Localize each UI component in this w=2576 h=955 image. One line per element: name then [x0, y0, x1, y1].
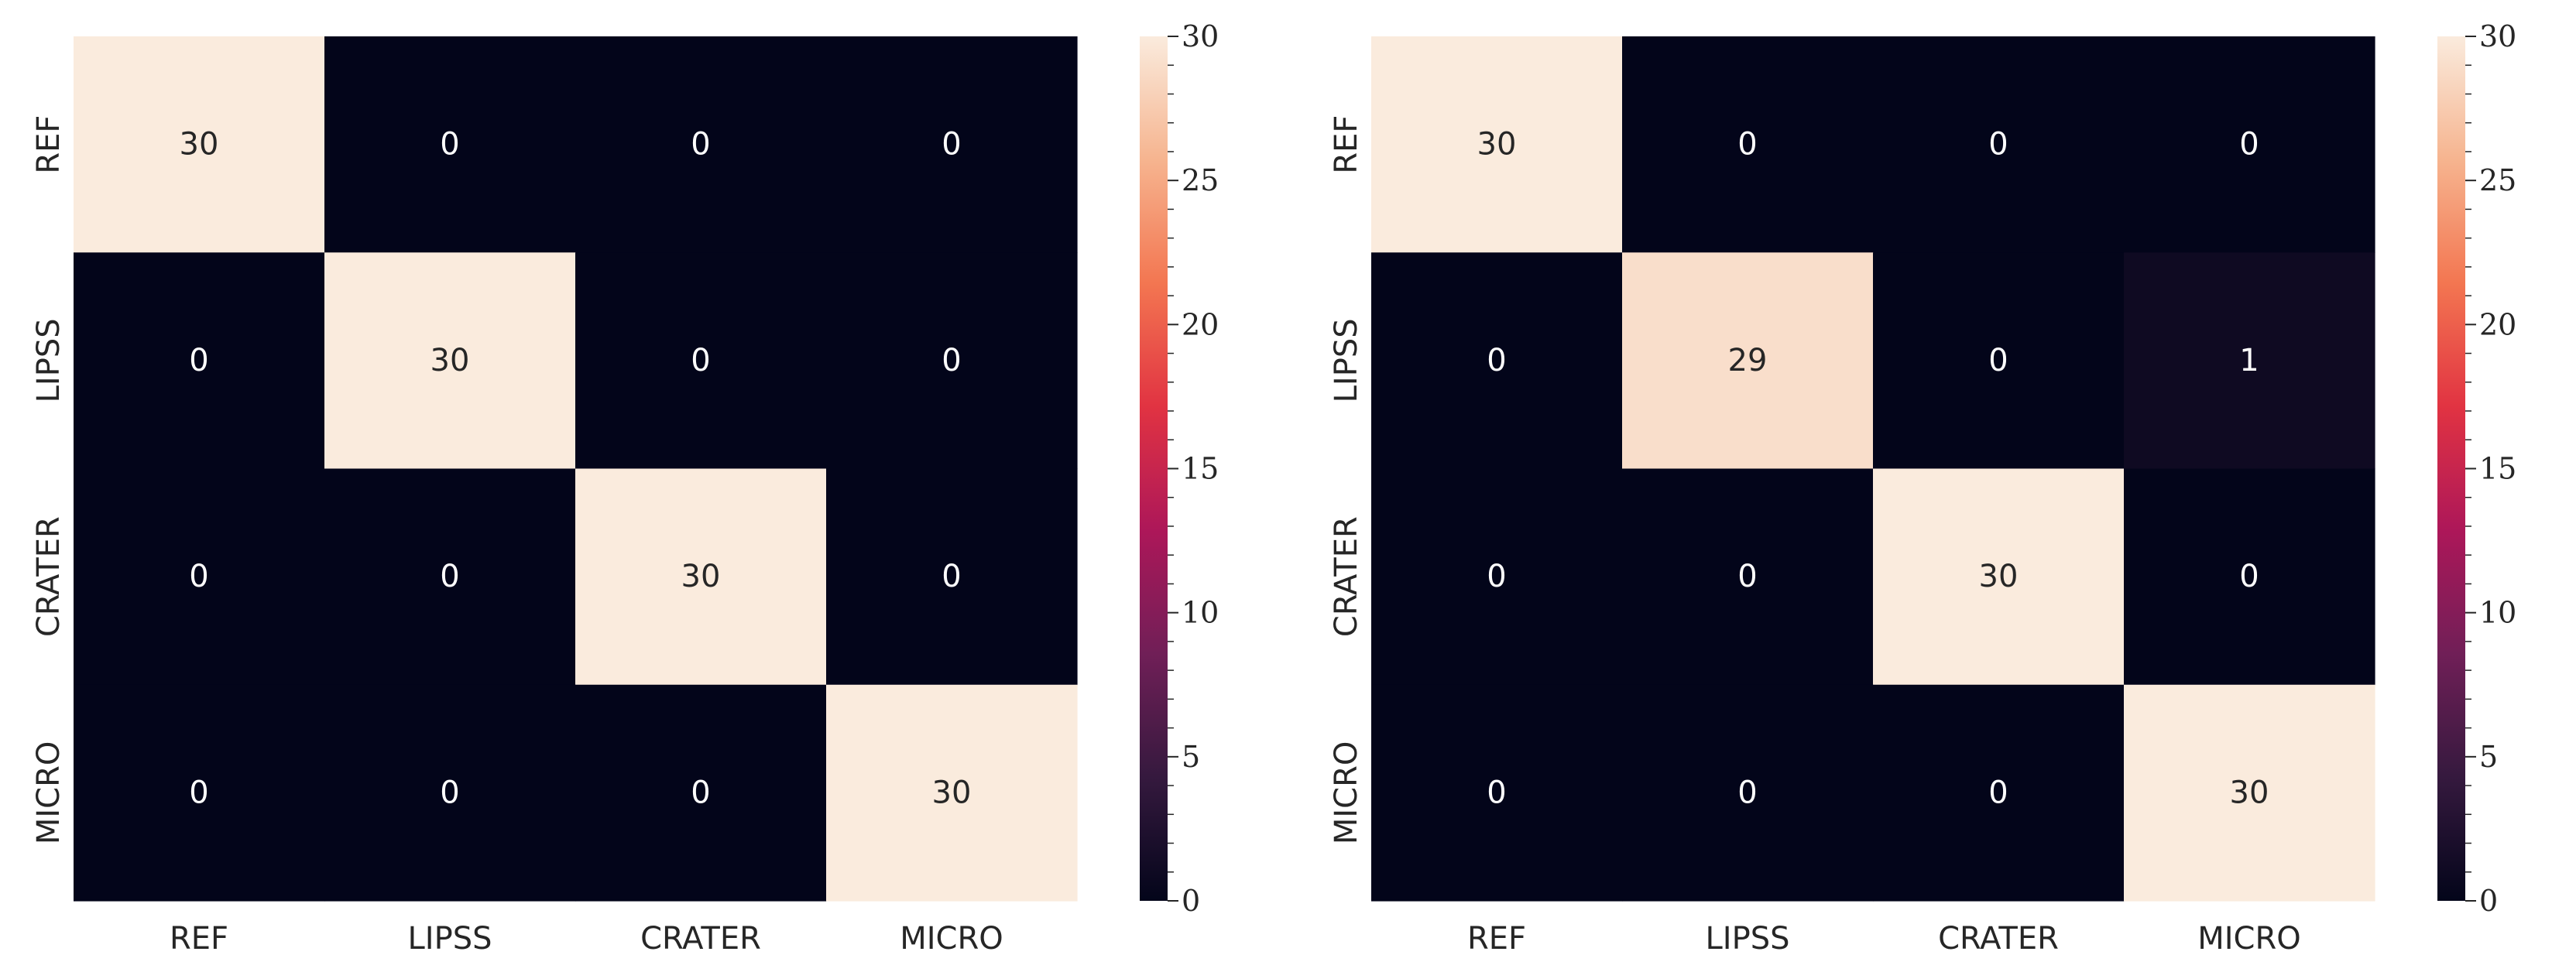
y-tick-label: LIPSS [1329, 318, 1364, 402]
colorbar-tick-label: 30 [1182, 19, 1219, 53]
x-tick-label: MICRO [2197, 921, 2301, 955]
y-tick-label: REF [31, 115, 67, 174]
heatmap-cell-r3-c0 [74, 684, 325, 902]
heatmap-cell-r2-c1 [324, 468, 576, 686]
cell-value-label: 0 [1487, 775, 1506, 810]
heatmap-cell-r2-c1 [1622, 468, 1874, 686]
y-tick-label: REF [1329, 115, 1364, 174]
cell-value-label: 0 [1487, 559, 1506, 594]
cell-value-label: 30 [1979, 559, 2019, 594]
colorbar-tick-label: 10 [1182, 596, 1219, 630]
y-tick-label: CRATER [31, 516, 67, 637]
heatmap-cell-r0-c3 [826, 36, 1078, 253]
cell-value-label: 30 [180, 127, 219, 163]
heatmap-cell-r3-c1 [1622, 684, 1874, 902]
x-tick-label: CRATER [640, 921, 761, 955]
y-tick-label: CRATER [1329, 516, 1364, 637]
confusion-matrix-left: 30 0 0 0 0 30 0 0 0 0 30 0 0 0 0 30 REF LIPSS CRATER MICRO R… [31, 19, 1219, 955]
heatmap-cell-r2-c0 [74, 468, 325, 686]
colorbar-tick-label: 15 [2479, 452, 2516, 486]
colorbar-tick-label: 20 [1182, 307, 1219, 341]
cell-value-label: 0 [189, 343, 208, 378]
heatmap-cell-r1-c3 [2124, 252, 2375, 470]
heatmap-cell-r2-c0 [1371, 468, 1623, 686]
x-tick-label: REF [1467, 921, 1526, 955]
colorbar-tick-label: 25 [1182, 163, 1219, 197]
colorbar-tick-label: 0 [2479, 884, 2498, 918]
colorbar [1140, 36, 1168, 901]
colorbar-tick-label: 0 [1182, 884, 1200, 918]
cell-value-label: 0 [189, 775, 208, 810]
heatmap-cell-r0-c0 [1371, 36, 1623, 253]
cell-value-label: 30 [430, 343, 470, 378]
cell-value-label: 0 [691, 127, 710, 163]
cell-value-label: 0 [440, 559, 459, 594]
heatmap-cell-r3-c2 [1873, 684, 2125, 902]
heatmap-cell-r0-c0 [74, 36, 325, 253]
heatmap-cell-r3-c3 [2124, 684, 2375, 902]
colorbar [2437, 36, 2465, 901]
heatmap-cell-r1-c0 [74, 252, 325, 470]
colorbar-tick-label: 25 [2479, 163, 2516, 197]
cell-value-label: 0 [440, 775, 459, 810]
heatmap-cell-r0-c1 [324, 36, 576, 253]
heatmap-cell-r3-c0 [1371, 684, 1623, 902]
cell-value-label: 0 [1737, 127, 1757, 163]
cell-value-label: 30 [2230, 775, 2269, 810]
heatmap-cell-r1-c2 [1873, 252, 2125, 470]
heatmap-cell-r3-c3 [826, 684, 1078, 902]
cell-value-label: 0 [942, 559, 961, 594]
colorbar-tick-label: 20 [2479, 307, 2516, 341]
heatmap-cell-r1-c1 [1622, 252, 1874, 470]
colorbar-tick-label: 10 [2479, 596, 2516, 630]
cell-value-label: 0 [691, 343, 710, 378]
x-tick-label: REF [170, 921, 228, 955]
cell-value-label: 1 [2239, 343, 2259, 378]
heatmap-cell-r1-c0 [1371, 252, 1623, 470]
heatmap-cell-r2-c2 [575, 468, 827, 686]
heatmap-cell-r0-c1 [1622, 36, 1874, 253]
cell-value-label: 0 [440, 127, 459, 163]
colorbar-tick-label: 30 [2479, 19, 2516, 53]
cell-value-label: 0 [1487, 343, 1506, 378]
cell-value-label: 0 [1737, 775, 1757, 810]
heatmap-cell-r1-c2 [575, 252, 827, 470]
y-tick-label: MICRO [31, 741, 67, 845]
heatmap-cell-r2-c2 [1873, 468, 2125, 686]
cell-value-label: 0 [189, 559, 208, 594]
heatmap-cell-r0-c2 [575, 36, 827, 253]
x-tick-label: CRATER [1938, 921, 2059, 955]
colorbar-tick-label: 5 [1182, 740, 1200, 774]
heatmap-cell-r2-c3 [826, 468, 1078, 686]
cell-value-label: 0 [1988, 775, 2008, 810]
heatmap-cell-r1-c3 [826, 252, 1078, 470]
cell-value-label: 0 [1988, 343, 2008, 378]
cell-value-label: 30 [681, 559, 721, 594]
heatmap-cell-r1-c1 [324, 252, 576, 470]
cell-value-label: 0 [2239, 127, 2259, 163]
cell-value-label: 0 [691, 775, 710, 810]
heatmap-cell-r0-c2 [1873, 36, 2125, 253]
cell-value-label: 0 [1737, 559, 1757, 594]
colorbar-tick-label: 5 [2479, 740, 2498, 774]
cell-value-label: 0 [942, 343, 961, 378]
heatmap-cell-r3-c2 [575, 684, 827, 902]
x-tick-label: LIPSS [1706, 921, 1790, 955]
heatmap-cell-r2-c3 [2124, 468, 2375, 686]
heatmap-cell-r3-c1 [324, 684, 576, 902]
cell-value-label: 0 [942, 127, 961, 163]
heatmap-cell-r0-c3 [2124, 36, 2375, 253]
x-tick-label: LIPSS [408, 921, 492, 955]
colorbar-tick-label: 15 [1182, 452, 1219, 486]
y-tick-label: MICRO [1329, 741, 1364, 845]
cell-value-label: 29 [1728, 343, 1768, 378]
cell-value-label: 30 [932, 775, 972, 810]
cell-value-label: 0 [2239, 559, 2259, 594]
cell-value-label: 30 [1477, 127, 1517, 163]
y-tick-label: LIPSS [31, 318, 67, 402]
cell-value-label: 0 [1988, 127, 2008, 163]
x-tick-label: MICRO [900, 921, 1003, 955]
